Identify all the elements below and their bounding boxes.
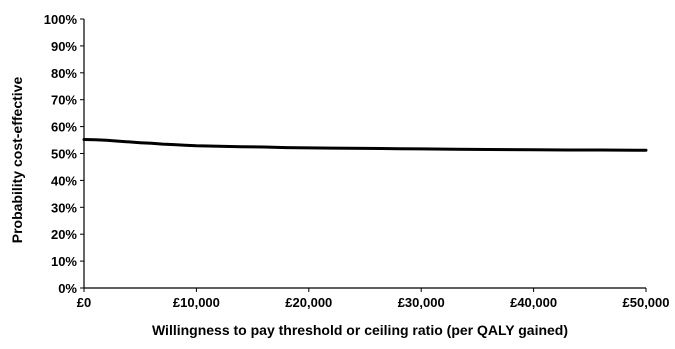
y-tick-label: 70% xyxy=(51,93,77,108)
y-tick-label: 40% xyxy=(51,173,77,188)
x-tick-label: £50,000 xyxy=(623,295,670,310)
x-tick-label: £0 xyxy=(77,295,91,310)
x-axis-label: Willingness to pay threshold or ceiling … xyxy=(152,322,568,338)
y-tick-label: 80% xyxy=(51,66,77,81)
y-axis-ticks: 0% 10% 20% 30% 40% 50% 60% 70% 80% 90% 100% xyxy=(44,12,84,296)
y-tick-label: 0% xyxy=(58,281,77,296)
x-tick-label: £30,000 xyxy=(398,295,445,310)
y-tick-label: 50% xyxy=(51,147,77,162)
y-tick-label: 90% xyxy=(51,39,77,54)
y-tick-label: 20% xyxy=(51,227,77,242)
y-axis-label: Probability cost-effective xyxy=(9,77,25,244)
x-tick-label: £40,000 xyxy=(510,295,557,310)
x-axis-ticks: £0 £10,000 £20,000 £30,000 £40,000 £50,000 xyxy=(77,288,670,310)
x-tick-label: £20,000 xyxy=(285,295,332,310)
series-line xyxy=(82,138,648,152)
x-tick-label: £10,000 xyxy=(173,295,220,310)
y-tick-label: 30% xyxy=(51,200,77,215)
y-tick-label: 10% xyxy=(51,254,77,269)
y-tick-label: 60% xyxy=(51,120,77,135)
y-tick-label: 100% xyxy=(44,12,78,27)
